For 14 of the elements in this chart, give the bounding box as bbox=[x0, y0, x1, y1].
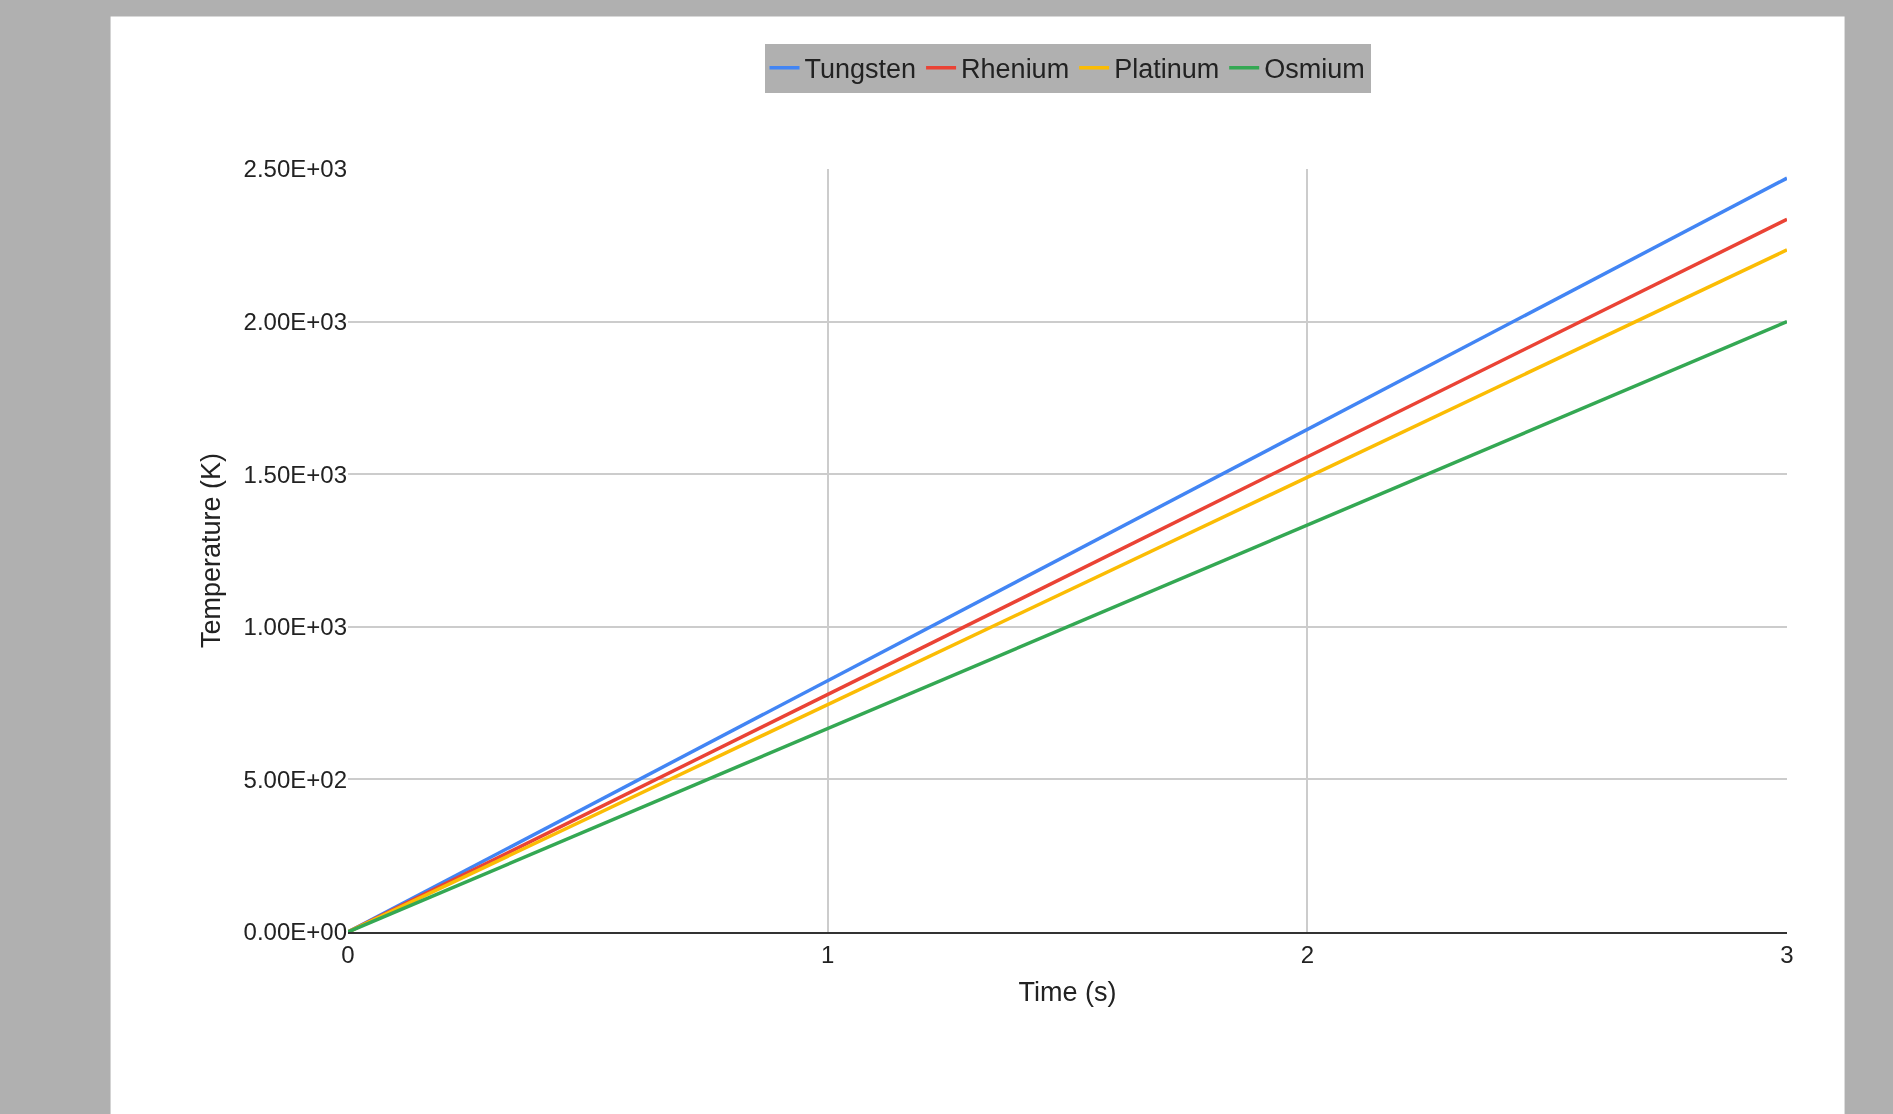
legend-label: Platinum bbox=[1114, 54, 1220, 85]
y-tick-label: 2.00E+03 bbox=[243, 308, 347, 335]
y-tick-label: 2.50E+03 bbox=[243, 155, 347, 183]
legend-label: Tungsten bbox=[804, 54, 917, 85]
y-tick-label: 1.50E+03 bbox=[243, 460, 347, 488]
y-tick-label: 5.00E+02 bbox=[243, 765, 347, 793]
y-tick-label: 1.00E+03 bbox=[243, 613, 347, 641]
x-tick-label: 1 bbox=[820, 940, 835, 968]
legend-label: Osmium bbox=[1264, 54, 1365, 85]
x-tick-label: 3 bbox=[1780, 940, 1794, 968]
x-tick-label: 2 bbox=[1300, 940, 1315, 968]
x-axis-title: Time (s) bbox=[1018, 976, 1117, 1007]
y-axis-title: Temperature (K) bbox=[195, 452, 226, 649]
legend-label: Rhenium bbox=[961, 54, 1070, 85]
